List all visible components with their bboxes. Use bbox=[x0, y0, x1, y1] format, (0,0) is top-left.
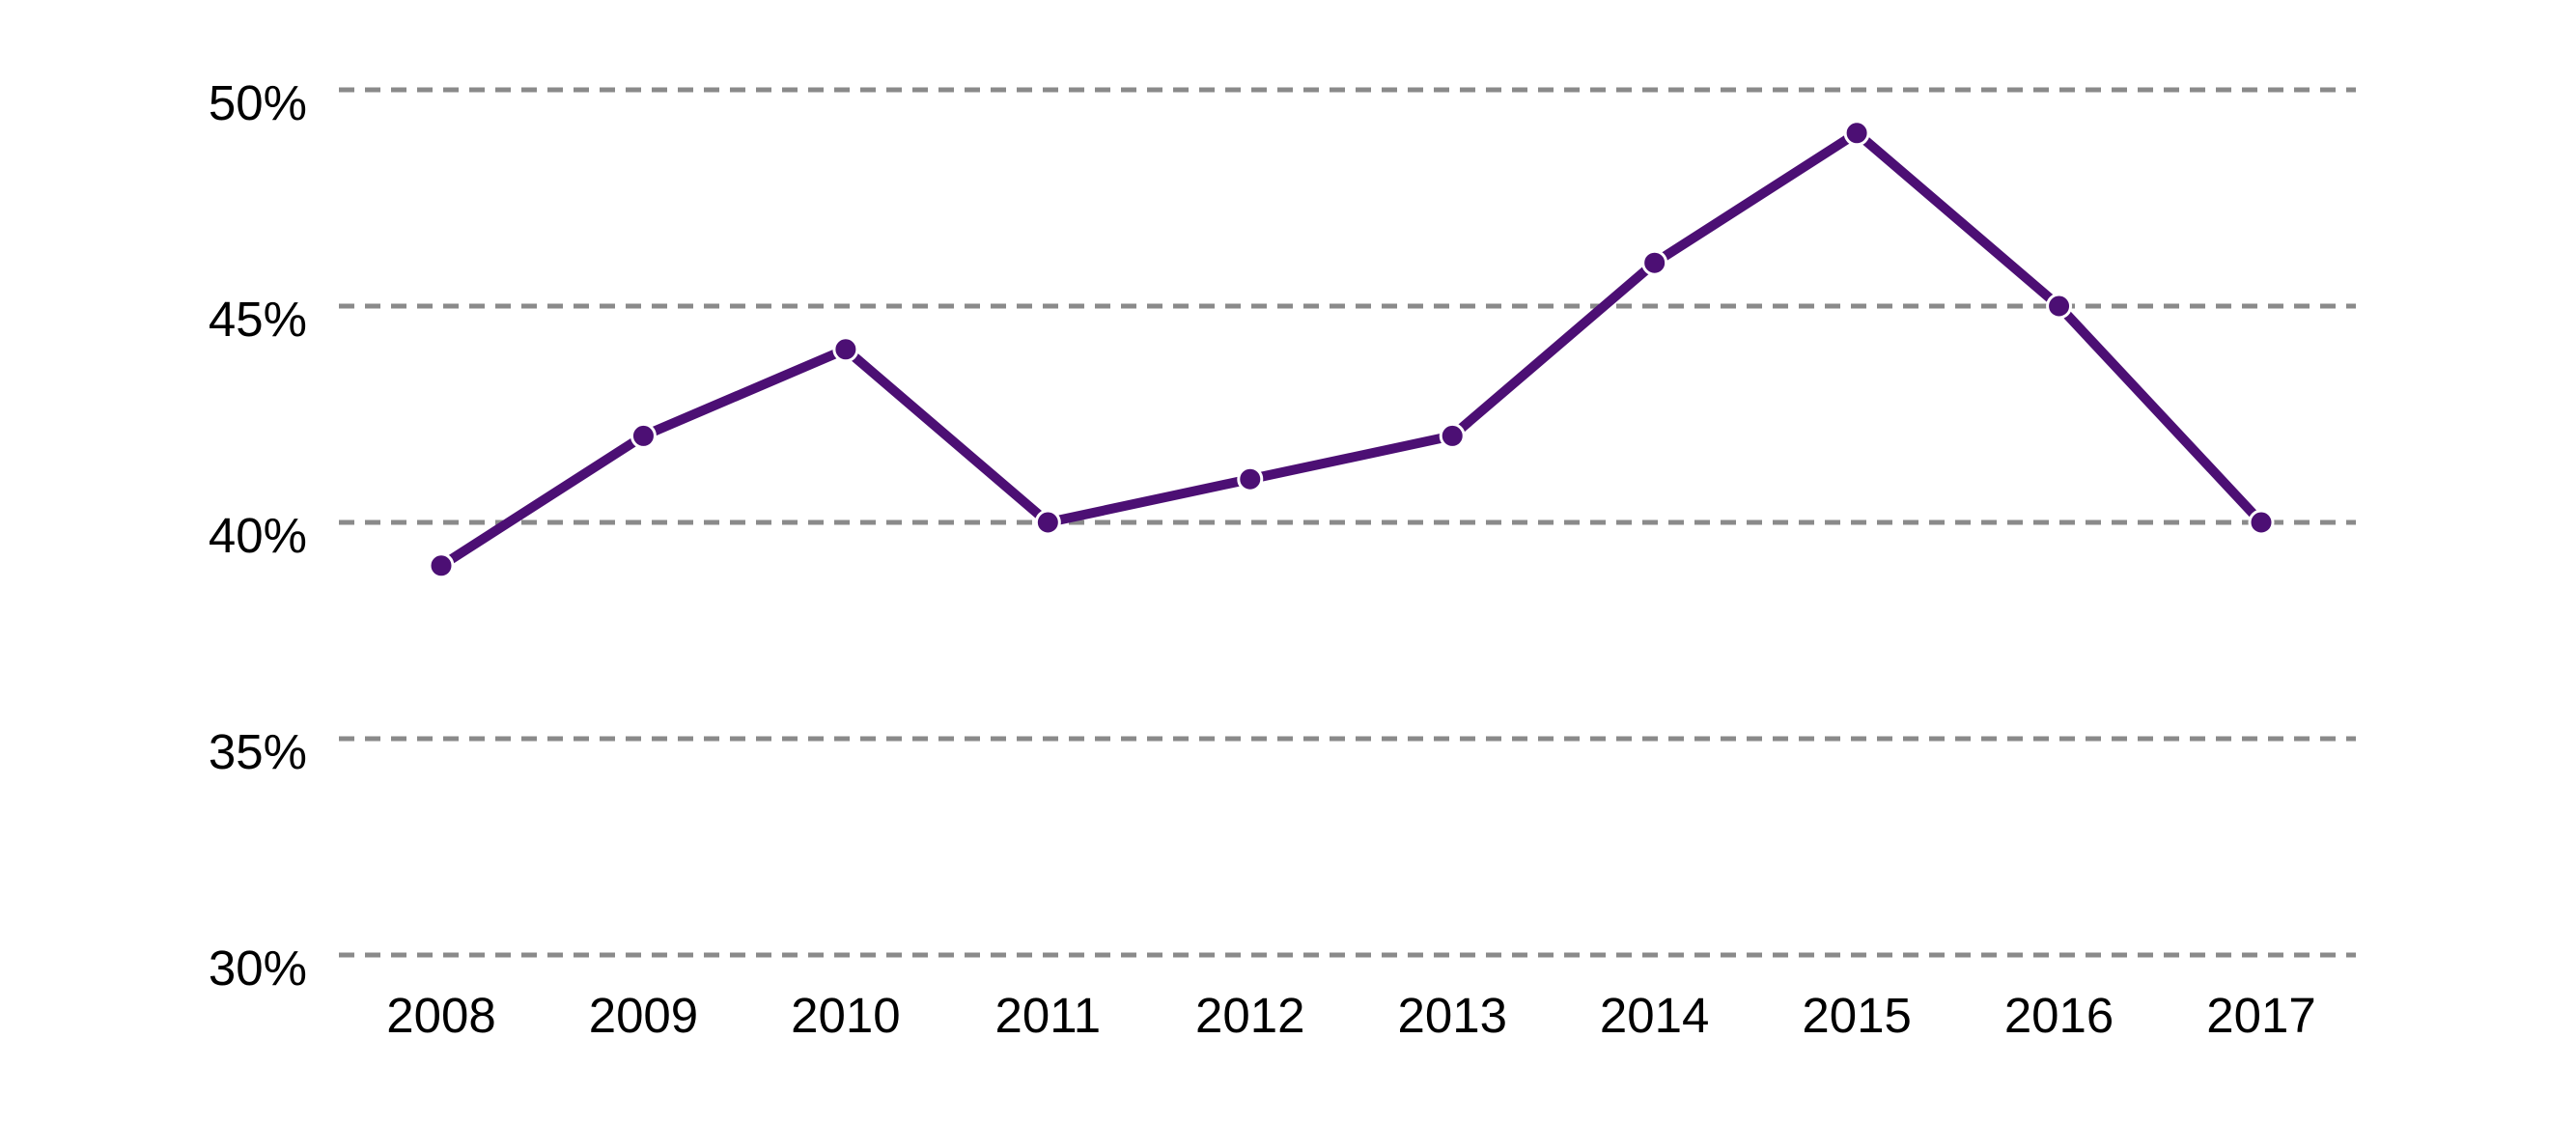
x-axis-tick-label-2016: 2016 bbox=[2004, 988, 2114, 1043]
data-point-2016 bbox=[2046, 293, 2073, 320]
y-axis-labels-layer: 30% 35% 40% 45% 50% bbox=[209, 75, 307, 996]
data-point-2010 bbox=[832, 336, 859, 363]
x-axis-tick-label-2014: 2014 bbox=[1600, 988, 1709, 1043]
data-point-2015 bbox=[1843, 120, 1870, 147]
x-axis-tick-label-2017: 2017 bbox=[2206, 988, 2315, 1043]
y-axis-tick-label: 45% bbox=[209, 292, 307, 347]
data-point-2008 bbox=[428, 552, 455, 579]
y-axis-tick-label: 35% bbox=[209, 724, 307, 779]
x-axis-tick-label-2013: 2013 bbox=[1397, 988, 1506, 1043]
x-axis-tick-label-2015: 2015 bbox=[1802, 988, 1911, 1043]
data-point-2013 bbox=[1439, 422, 1466, 449]
x-axis-tick-label-2011: 2011 bbox=[994, 988, 1101, 1043]
x-axis-tick-label-2009: 2009 bbox=[589, 988, 698, 1043]
data-point-2012 bbox=[1237, 465, 1264, 492]
y-axis-tick-label: 40% bbox=[209, 508, 307, 563]
y-axis-tick-label: 30% bbox=[209, 941, 307, 996]
series-layer bbox=[428, 120, 2275, 579]
x-axis-tick-label-2010: 2010 bbox=[791, 988, 900, 1043]
data-point-2014 bbox=[1641, 249, 1668, 276]
y-axis-tick-label: 50% bbox=[209, 75, 307, 130]
x-axis-tick-label-2008: 2008 bbox=[386, 988, 495, 1043]
data-point-2009 bbox=[630, 422, 657, 449]
x-axis-labels-layer: 2008 2009 2010 2011 2012 2013 2014 2015 2016 2017 bbox=[386, 988, 2315, 1043]
data-point-2011 bbox=[1034, 509, 1061, 536]
gridlines-layer bbox=[339, 87, 2356, 958]
data-point-2017 bbox=[2248, 509, 2275, 536]
x-axis-tick-label-2012: 2012 bbox=[1195, 988, 1304, 1043]
trend-line bbox=[436, 127, 2266, 571]
